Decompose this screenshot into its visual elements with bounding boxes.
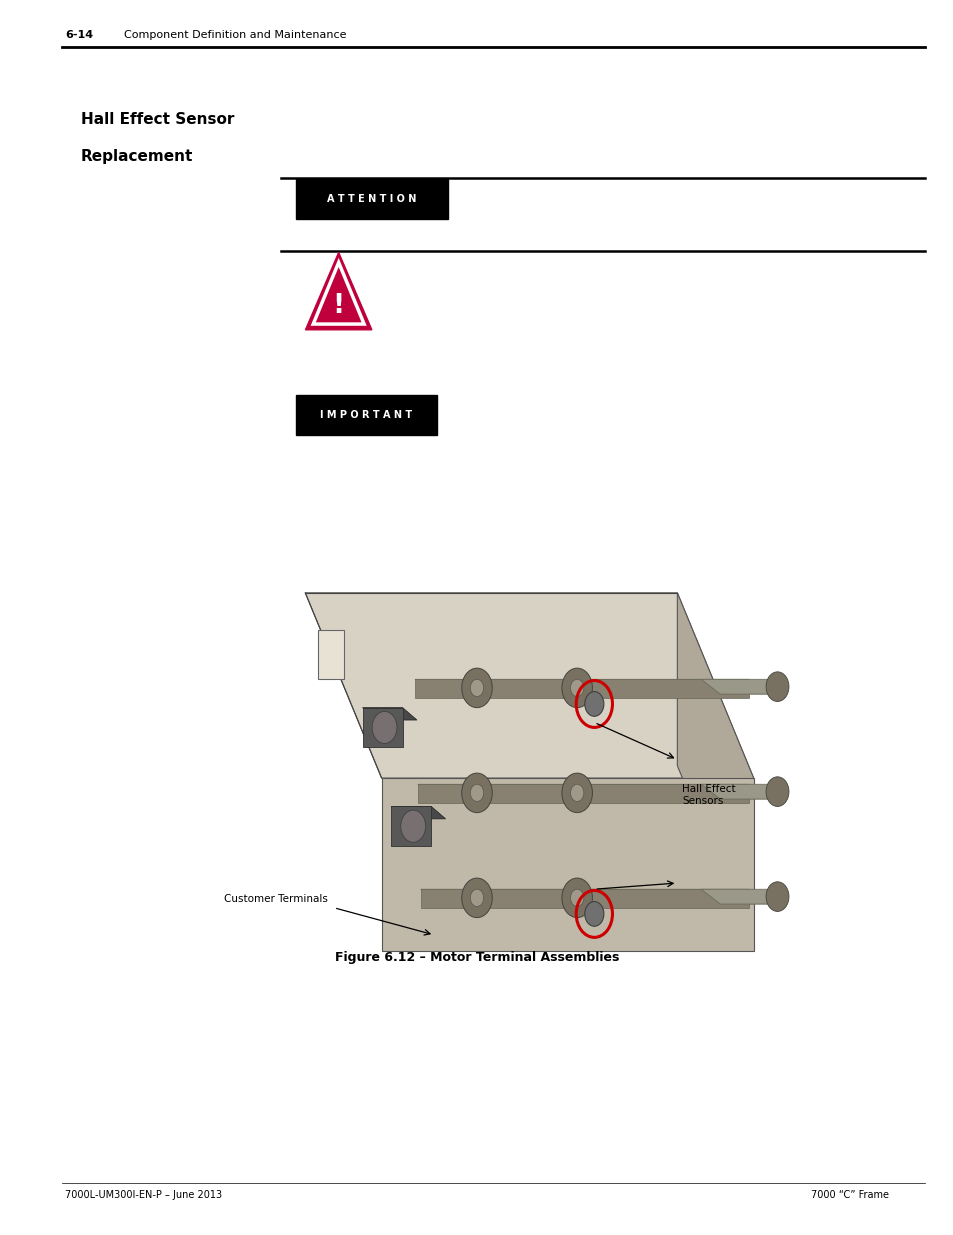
Circle shape: [570, 889, 583, 906]
Text: Replacement: Replacement: [81, 149, 193, 164]
Circle shape: [584, 692, 603, 716]
Text: Hall Effect
Sensors: Hall Effect Sensors: [681, 784, 735, 805]
Text: 7000L-UM300I-EN-P – June 2013: 7000L-UM300I-EN-P – June 2013: [65, 1191, 222, 1200]
Text: Component Definition and Maintenance: Component Definition and Maintenance: [124, 30, 346, 40]
Circle shape: [470, 889, 483, 906]
Text: Hall Effect Sensor: Hall Effect Sensor: [81, 112, 234, 127]
Circle shape: [561, 668, 592, 708]
Polygon shape: [420, 889, 767, 904]
Circle shape: [561, 878, 592, 918]
Circle shape: [570, 784, 583, 802]
Polygon shape: [381, 778, 753, 951]
Circle shape: [584, 902, 603, 926]
Polygon shape: [362, 708, 416, 720]
Text: I M P O R T A N T: I M P O R T A N T: [320, 410, 412, 420]
Polygon shape: [700, 889, 786, 904]
Polygon shape: [417, 784, 767, 799]
Polygon shape: [415, 679, 748, 698]
Text: 6-14: 6-14: [65, 30, 92, 40]
Polygon shape: [700, 679, 786, 694]
Circle shape: [765, 882, 788, 911]
Polygon shape: [420, 889, 748, 908]
Polygon shape: [700, 784, 786, 799]
Polygon shape: [417, 784, 748, 803]
Circle shape: [461, 668, 492, 708]
Circle shape: [372, 711, 396, 743]
Polygon shape: [415, 679, 767, 694]
FancyBboxPatch shape: [362, 708, 402, 747]
FancyBboxPatch shape: [295, 395, 436, 435]
Circle shape: [561, 773, 592, 813]
Circle shape: [570, 679, 583, 697]
Polygon shape: [305, 252, 372, 330]
Circle shape: [470, 784, 483, 802]
Text: Figure 6.12 – Motor Terminal Assemblies: Figure 6.12 – Motor Terminal Assemblies: [335, 951, 618, 963]
Text: Customer Terminals: Customer Terminals: [224, 894, 328, 904]
Circle shape: [461, 878, 492, 918]
Polygon shape: [677, 593, 753, 951]
Polygon shape: [305, 593, 753, 778]
Text: !: !: [333, 293, 344, 320]
Circle shape: [400, 810, 425, 842]
Circle shape: [765, 672, 788, 701]
FancyBboxPatch shape: [317, 630, 344, 679]
FancyBboxPatch shape: [391, 806, 431, 846]
Polygon shape: [391, 806, 445, 819]
FancyBboxPatch shape: [295, 179, 448, 219]
Text: A T T E N T I O N: A T T E N T I O N: [327, 194, 416, 204]
Circle shape: [765, 777, 788, 806]
Text: 7000 “C” Frame: 7000 “C” Frame: [810, 1191, 888, 1200]
Circle shape: [461, 773, 492, 813]
Circle shape: [470, 679, 483, 697]
Polygon shape: [313, 263, 364, 324]
